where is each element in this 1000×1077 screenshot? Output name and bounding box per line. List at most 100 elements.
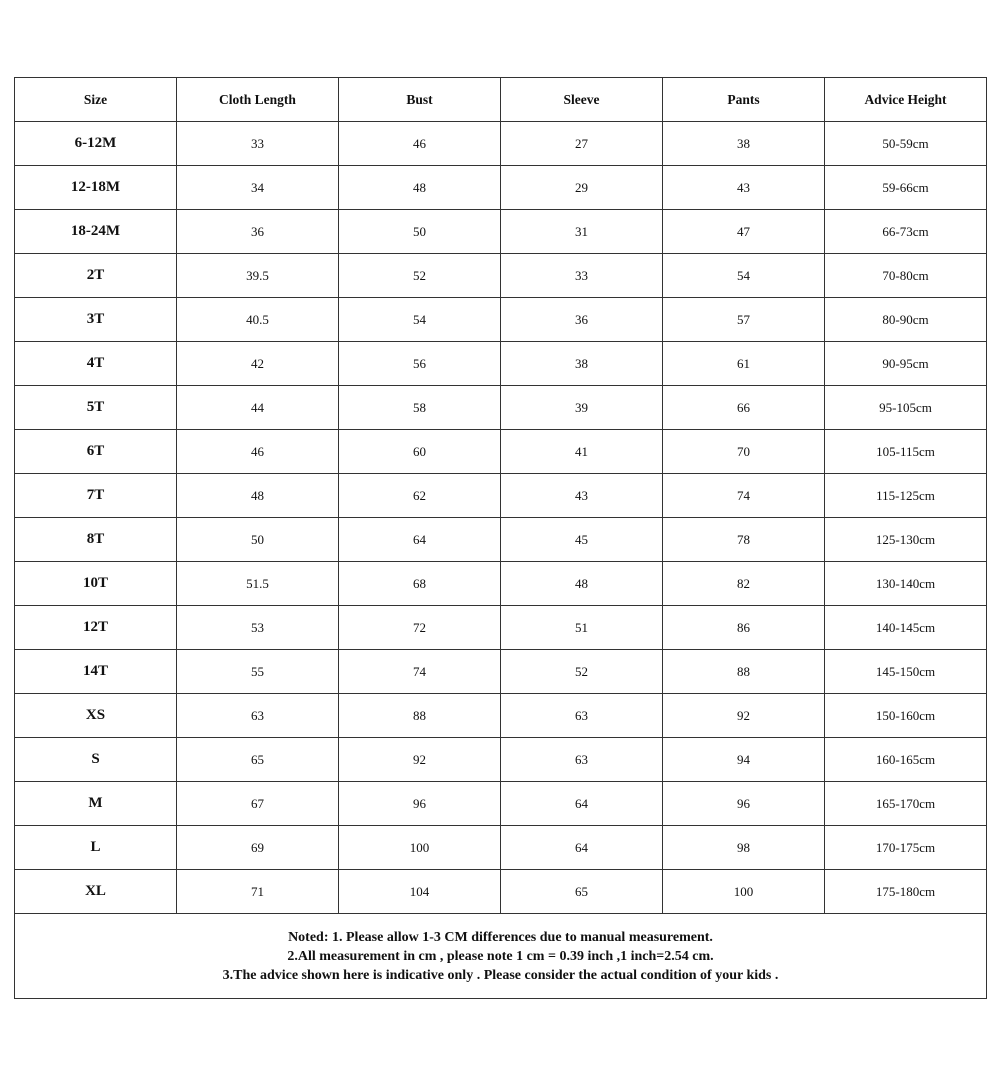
cell-pants: 92 xyxy=(662,693,825,738)
table-row: 5T 44 58 39 66 95-105cm xyxy=(14,385,987,430)
cell-sleeve: 33 xyxy=(500,253,663,298)
cell-size: 3T xyxy=(14,297,177,342)
cell-size: XS xyxy=(14,693,177,738)
cell-cloth-length: 55 xyxy=(176,649,339,694)
table-row: 6-12M 33 46 27 38 50-59cm xyxy=(14,121,987,166)
cell-bust: 50 xyxy=(338,209,501,254)
cell-pants: 98 xyxy=(662,825,825,870)
cell-sleeve: 65 xyxy=(500,869,663,914)
table-row: 12-18M 34 48 29 43 59-66cm xyxy=(14,165,987,210)
cell-sleeve: 52 xyxy=(500,649,663,694)
cell-sleeve: 64 xyxy=(500,825,663,870)
cell-size: 12T xyxy=(14,605,177,650)
cell-pants: 43 xyxy=(662,165,825,210)
table-row: 7T 48 62 43 74 115-125cm xyxy=(14,473,987,518)
cell-pants: 100 xyxy=(662,869,825,914)
cell-size: S xyxy=(14,737,177,782)
cell-size: 7T xyxy=(14,473,177,518)
cell-advice-height: 145-150cm xyxy=(824,649,987,694)
cell-cloth-length: 69 xyxy=(176,825,339,870)
table-row: 8T 50 64 45 78 125-130cm xyxy=(14,517,987,562)
cell-bust: 72 xyxy=(338,605,501,650)
cell-pants: 38 xyxy=(662,121,825,166)
cell-pants: 47 xyxy=(662,209,825,254)
cell-advice-height: 90-95cm xyxy=(824,341,987,386)
table-row: 12T 53 72 51 86 140-145cm xyxy=(14,605,987,650)
cell-bust: 48 xyxy=(338,165,501,210)
cell-pants: 70 xyxy=(662,429,825,474)
cell-advice-height: 125-130cm xyxy=(824,517,987,562)
header-row: Size Cloth Length Bust Sleeve Pants Advice He… xyxy=(14,77,987,122)
cell-cloth-length: 51.5 xyxy=(176,561,339,606)
cell-sleeve: 48 xyxy=(500,561,663,606)
cell-size: 5T xyxy=(14,385,177,430)
cell-cloth-length: 33 xyxy=(176,121,339,166)
cell-sleeve: 43 xyxy=(500,473,663,518)
table-row: 18-24M 36 50 31 47 66-73cm xyxy=(14,209,987,254)
note-line: 2.All measurement in cm , please note 1 … xyxy=(287,948,714,964)
cell-cloth-length: 36 xyxy=(176,209,339,254)
table-row: XL 71 104 65 100 175-180cm xyxy=(14,869,987,914)
cell-size: 18-24M xyxy=(14,209,177,254)
cell-advice-height: 115-125cm xyxy=(824,473,987,518)
table-row: M 67 96 64 96 165-170cm xyxy=(14,781,987,826)
cell-cloth-length: 44 xyxy=(176,385,339,430)
cell-sleeve: 36 xyxy=(500,297,663,342)
cell-advice-height: 80-90cm xyxy=(824,297,987,342)
cell-sleeve: 63 xyxy=(500,737,663,782)
cell-advice-height: 140-145cm xyxy=(824,605,987,650)
cell-size: L xyxy=(14,825,177,870)
table-row: S 65 92 63 94 160-165cm xyxy=(14,737,987,782)
cell-cloth-length: 40.5 xyxy=(176,297,339,342)
table-row: 3T 40.5 54 36 57 80-90cm xyxy=(14,297,987,342)
cell-bust: 74 xyxy=(338,649,501,694)
cell-pants: 86 xyxy=(662,605,825,650)
cell-bust: 58 xyxy=(338,385,501,430)
cell-pants: 66 xyxy=(662,385,825,430)
cell-cloth-length: 65 xyxy=(176,737,339,782)
cell-advice-height: 50-59cm xyxy=(824,121,987,166)
cell-sleeve: 38 xyxy=(500,341,663,386)
cell-cloth-length: 53 xyxy=(176,605,339,650)
cell-advice-height: 170-175cm xyxy=(824,825,987,870)
cell-sleeve: 64 xyxy=(500,781,663,826)
table-row: 4T 42 56 38 61 90-95cm xyxy=(14,341,987,386)
cell-bust: 62 xyxy=(338,473,501,518)
header-bust: Bust xyxy=(338,77,501,122)
cell-sleeve: 29 xyxy=(500,165,663,210)
cell-pants: 74 xyxy=(662,473,825,518)
cell-bust: 54 xyxy=(338,297,501,342)
cell-cloth-length: 34 xyxy=(176,165,339,210)
cell-advice-height: 95-105cm xyxy=(824,385,987,430)
cell-bust: 46 xyxy=(338,121,501,166)
header-cloth-length: Cloth Length xyxy=(176,77,339,122)
cell-advice-height: 150-160cm xyxy=(824,693,987,738)
cell-cloth-length: 46 xyxy=(176,429,339,474)
cell-advice-height: 130-140cm xyxy=(824,561,987,606)
cell-size: 12-18M xyxy=(14,165,177,210)
cell-cloth-length: 67 xyxy=(176,781,339,826)
notes-row: Noted: 1. Please allow 1-3 CM difference… xyxy=(14,913,987,999)
header-advice-height: Advice Height xyxy=(824,77,987,122)
note-line: Noted: 1. Please allow 1-3 CM difference… xyxy=(288,929,713,945)
header-sleeve: Sleeve xyxy=(500,77,663,122)
cell-cloth-length: 50 xyxy=(176,517,339,562)
cell-pants: 57 xyxy=(662,297,825,342)
notes: Noted: 1. Please allow 1-3 CM difference… xyxy=(14,913,987,999)
table-row: 2T 39.5 52 33 54 70-80cm xyxy=(14,253,987,298)
cell-bust: 88 xyxy=(338,693,501,738)
cell-sleeve: 45 xyxy=(500,517,663,562)
cell-sleeve: 51 xyxy=(500,605,663,650)
cell-sleeve: 31 xyxy=(500,209,663,254)
table-row: 10T 51.5 68 48 82 130-140cm xyxy=(14,561,987,606)
cell-sleeve: 39 xyxy=(500,385,663,430)
cell-cloth-length: 48 xyxy=(176,473,339,518)
cell-pants: 61 xyxy=(662,341,825,386)
cell-cloth-length: 71 xyxy=(176,869,339,914)
cell-size: 6T xyxy=(14,429,177,474)
cell-bust: 92 xyxy=(338,737,501,782)
table-row: 6T 46 60 41 70 105-115cm xyxy=(14,429,987,474)
cell-size: 8T xyxy=(14,517,177,562)
cell-size: 6-12M xyxy=(14,121,177,166)
cell-bust: 68 xyxy=(338,561,501,606)
